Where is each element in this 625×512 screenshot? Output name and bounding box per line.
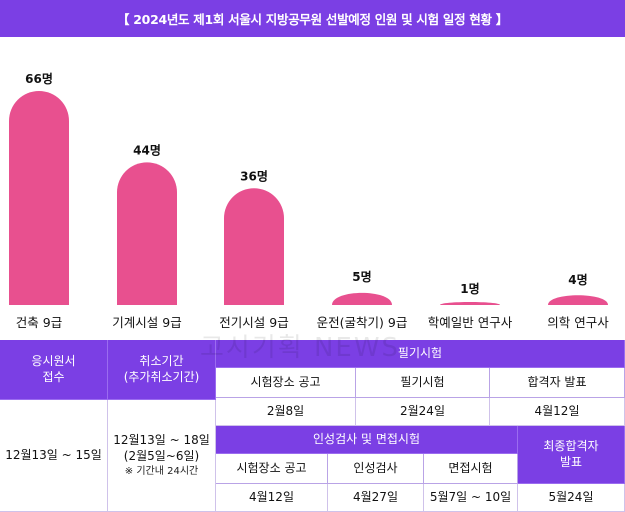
application-date: 12월13일 ~ 15일 (0, 400, 108, 512)
bar-4 (440, 302, 500, 305)
cancel-date-cell: 12월13일 ~ 18일 (2월5일~6일) ※ 기간내 24시간 (108, 400, 216, 512)
bar-0 (9, 91, 69, 305)
written-venue-date: 2월8일 (216, 398, 356, 426)
interview-exam-label: 면접시험 (424, 454, 518, 484)
written-result-date: 4월12일 (490, 398, 625, 426)
page-title: 【 2024년도 제1회 서울시 지방공무원 선발예정 인원 및 시험 일정 현… (0, 0, 625, 37)
written-exam-header: 필기시험 (216, 340, 625, 368)
value-label-4: 1명 (460, 282, 479, 296)
cancel-note: ※ 기간내 24시간 (124, 465, 199, 477)
bar-5 (548, 295, 608, 305)
interview-exam-date: 5월7일 ~ 10일 (424, 484, 518, 512)
category-label-0: 건축 9급 (16, 315, 62, 330)
cancel-header: 취소기간 (추가취소기간) (108, 340, 216, 400)
personality-test-date: 4월27일 (328, 484, 424, 512)
bar-1 (117, 162, 177, 305)
value-label-3: 5명 (352, 270, 371, 284)
final-result-header: 최종합격자 발표 (518, 426, 625, 484)
bar-3 (332, 292, 392, 305)
value-label-0: 66명 (25, 72, 53, 86)
interview-venue-date: 4월12일 (216, 484, 328, 512)
final-result-date: 5월24일 (518, 484, 625, 512)
category-label-5: 의학 연구사 (547, 315, 609, 330)
written-result-label: 합격자 발표 (490, 368, 625, 398)
category-label-1: 기계시설 9급 (112, 315, 181, 330)
cancel-date: 12월13일 ~ 18일 (2월5일~6일) (113, 433, 210, 463)
interview-venue-label: 시험장소 공고 (216, 454, 328, 484)
value-label-5: 4명 (568, 273, 587, 287)
bar-2 (224, 188, 284, 305)
value-label-1: 44명 (133, 143, 161, 157)
schedule-table: 응시원서 접수 취소기간 (추가취소기간) 12월13일 ~ 15일 12월13… (0, 340, 625, 512)
application-header: 응시원서 접수 (0, 340, 108, 400)
written-venue-label: 시험장소 공고 (216, 368, 356, 398)
category-label-2: 전기시설 9급 (219, 315, 288, 330)
written-exam-date: 2월24일 (356, 398, 490, 426)
category-label-4: 학예일반 연구사 (428, 315, 513, 330)
category-label-3: 운전(굴착기) 9급 (317, 315, 408, 330)
personality-test-label: 인성검사 (328, 454, 424, 484)
value-label-2: 36명 (240, 169, 268, 183)
interview-header: 인성검사 및 면접시험 (216, 426, 518, 454)
written-exam-label: 필기시험 (356, 368, 490, 398)
